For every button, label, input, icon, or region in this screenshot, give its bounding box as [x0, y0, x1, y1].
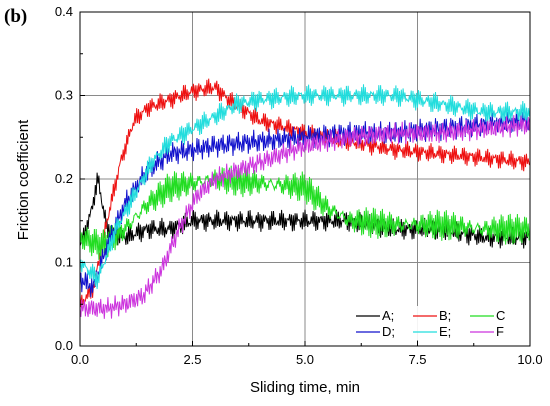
legend-label: E;	[439, 324, 451, 339]
series-line	[79, 109, 531, 298]
x-tick-label: 2.5	[183, 352, 201, 367]
series-group	[79, 78, 531, 319]
tick-labels: 0.0 2.5 5.0 7.5 10.0 0.0 0.1 0.2 0.3 0.4	[55, 4, 543, 367]
legend-label: F	[496, 324, 504, 339]
series-line	[79, 172, 531, 249]
x-axis-title: Sliding time, min	[250, 379, 360, 396]
legend-label: B;	[439, 308, 451, 323]
x-tick-label: 7.5	[408, 352, 426, 367]
series-line	[79, 78, 531, 308]
x-tick-label: 0.0	[71, 352, 89, 367]
x-tick-label: 10.0	[517, 352, 542, 367]
y-tick-label: 0.3	[55, 88, 73, 103]
series-line	[79, 115, 531, 319]
legend-label: D;	[382, 324, 395, 339]
y-tick-label: 0.0	[55, 338, 73, 353]
legend-label: C	[496, 308, 505, 323]
series-line	[79, 165, 531, 260]
y-tick-label: 0.2	[55, 171, 73, 186]
tick-marks	[79, 11, 531, 347]
legend-label: A;	[382, 308, 394, 323]
y-tick-label: 0.4	[55, 4, 73, 19]
x-tick-label: 5.0	[296, 352, 314, 367]
y-axis-title: Friction coefficient	[15, 119, 32, 240]
series-line	[79, 84, 531, 290]
legend: A; B; C D; E; F	[350, 306, 525, 340]
y-tick-label: 0.1	[55, 255, 73, 270]
panel-label: (b)	[4, 6, 27, 27]
legend-box	[350, 306, 525, 340]
